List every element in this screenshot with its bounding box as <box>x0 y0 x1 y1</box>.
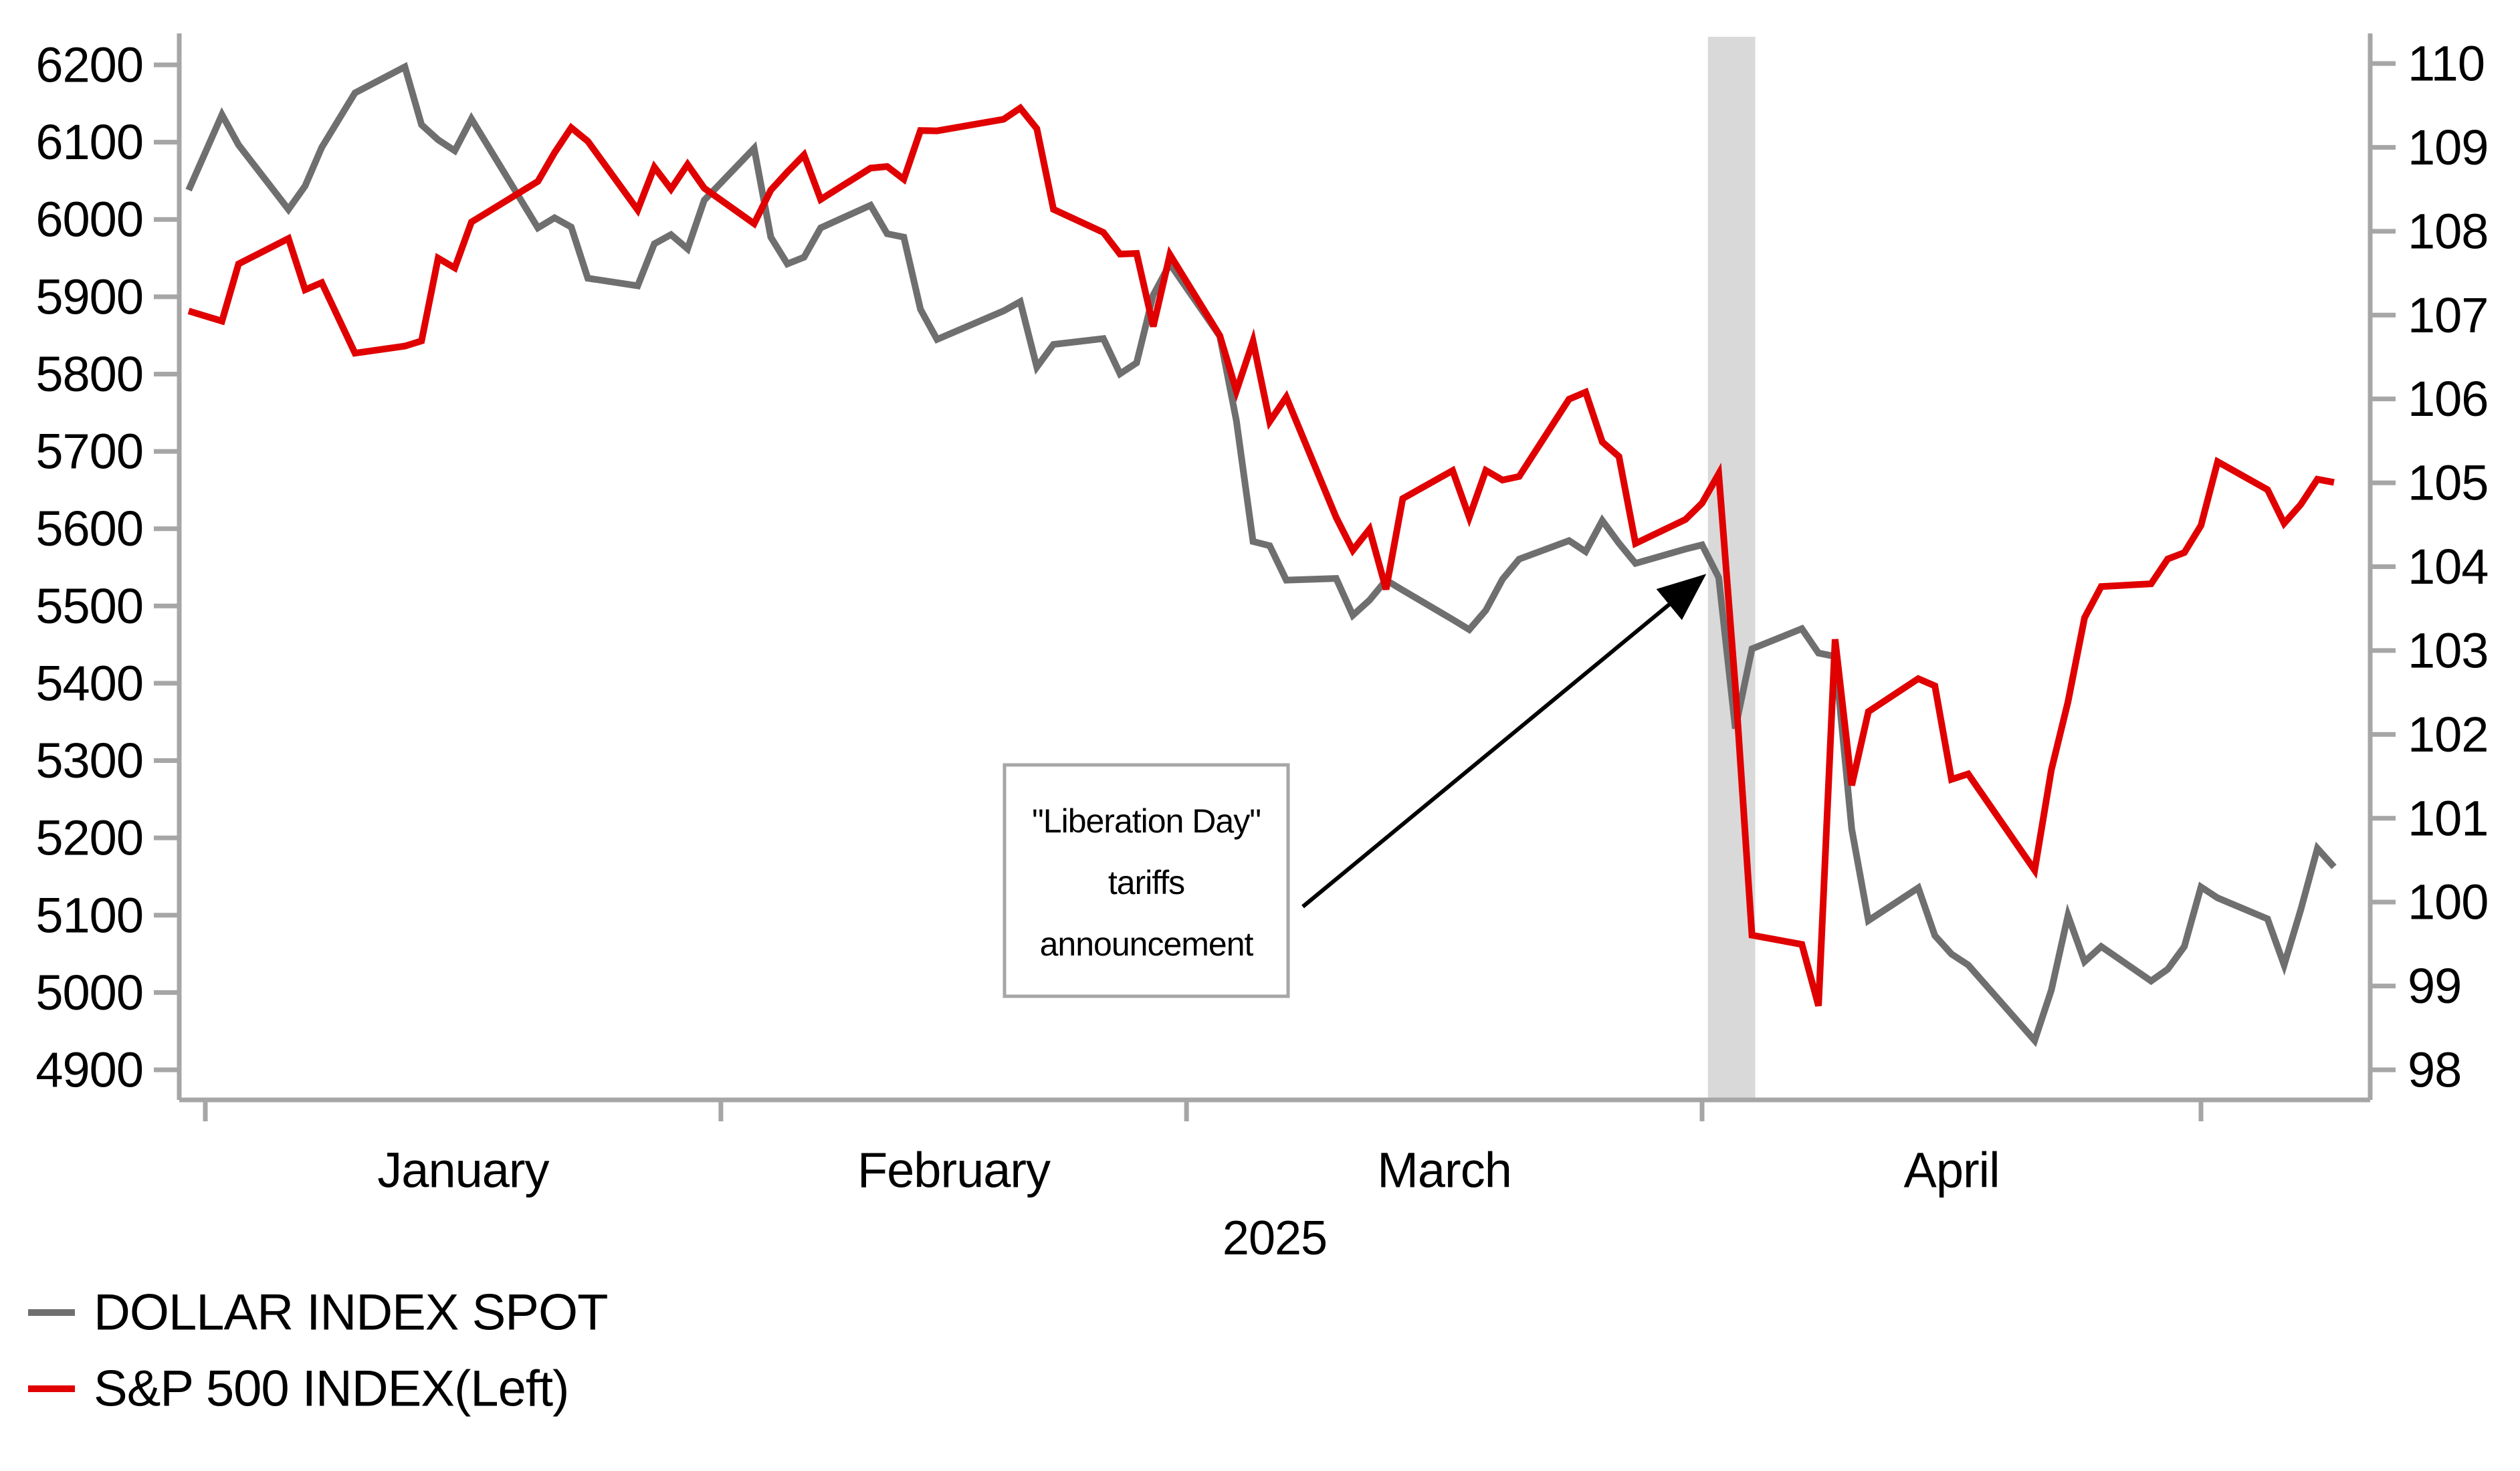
y-axis-right-tick-label: 102 <box>2408 707 2488 762</box>
y-axis-left-tick-label: 5700 <box>35 424 143 479</box>
annotation-line-3: announcement <box>1040 925 1254 963</box>
y-axis-right-tick-label: 109 <box>2408 120 2488 175</box>
legend-label-dollar-index: DOLLAR INDEX SPOT <box>94 1284 608 1341</box>
y-axis-right-tick-label: 104 <box>2408 539 2488 594</box>
x-axis-year-label: 2025 <box>1223 1212 1327 1265</box>
y-axis-left-tick-label: 5100 <box>35 887 143 943</box>
series-line-sp500 <box>187 103 2335 1007</box>
y-axis-left-tick-label: 5200 <box>35 810 143 866</box>
y-axis-left-tick-label: 5900 <box>35 269 143 324</box>
axes-layer: 4900 5000 5100 5200 5300 5400 5500 5600 5700 5800… <box>35 33 2489 1198</box>
y-axis-left-tick-label: 5000 <box>35 965 143 1020</box>
x-axis-month-label: April <box>1903 1143 1999 1198</box>
y-axis-right-tick-label: 106 <box>2408 371 2488 427</box>
x-axis-month-label: March <box>1377 1143 1511 1198</box>
y-axis-right-tick-label: 103 <box>2408 623 2488 678</box>
y-axis-right-tick-label: 108 <box>2408 203 2488 259</box>
series-layer <box>185 62 2337 1047</box>
y-axis-right-tick-label: 98 <box>2408 1042 2461 1098</box>
annotation-line-2: tariffs <box>1108 864 1184 901</box>
annotation-arrow <box>1301 574 1707 909</box>
annotation-box <box>1003 763 1290 998</box>
legend: DOLLAR INDEX SPOT S&P 500 INDEX(Left) <box>28 1284 609 1418</box>
y-axis-left-tick-label: 6200 <box>35 37 143 93</box>
x-axis-month-label: February <box>857 1143 1051 1198</box>
y-axis-left-tick-label: 5300 <box>35 733 143 788</box>
y-axis-right-tick-label: 101 <box>2408 790 2488 846</box>
y-axis-left-tick-label: 5600 <box>35 501 143 556</box>
annotation-line-1: "Liberation Day" <box>1032 802 1261 840</box>
y-axis-right-tick-label: 105 <box>2408 455 2488 511</box>
series-line-dollar-index <box>185 62 2337 1047</box>
y-axis-right-tick-label: 107 <box>2408 288 2488 343</box>
y-axis-left-tick-label: 5400 <box>35 655 143 711</box>
y-axis-left-tick-label: 5500 <box>35 578 143 634</box>
y-axis-left-tick-label: 4900 <box>35 1042 143 1098</box>
y-axis-left-tick-label: 6000 <box>35 192 143 247</box>
y-axis-left-tick-label: 6100 <box>35 114 143 170</box>
y-axis-right-tick-label: 100 <box>2408 875 2488 930</box>
legend-label-sp500: S&P 500 INDEX(Left) <box>94 1361 568 1418</box>
x-axis-month-label: January <box>377 1143 549 1198</box>
annotation-group: "Liberation Day" tariffs announcement <box>1003 574 1707 998</box>
y-axis-left-tick-label: 5800 <box>35 346 143 402</box>
y-axis-right-tick-label: 99 <box>2408 958 2461 1014</box>
y-axis-right-tick-label: 110 <box>2408 36 2485 92</box>
